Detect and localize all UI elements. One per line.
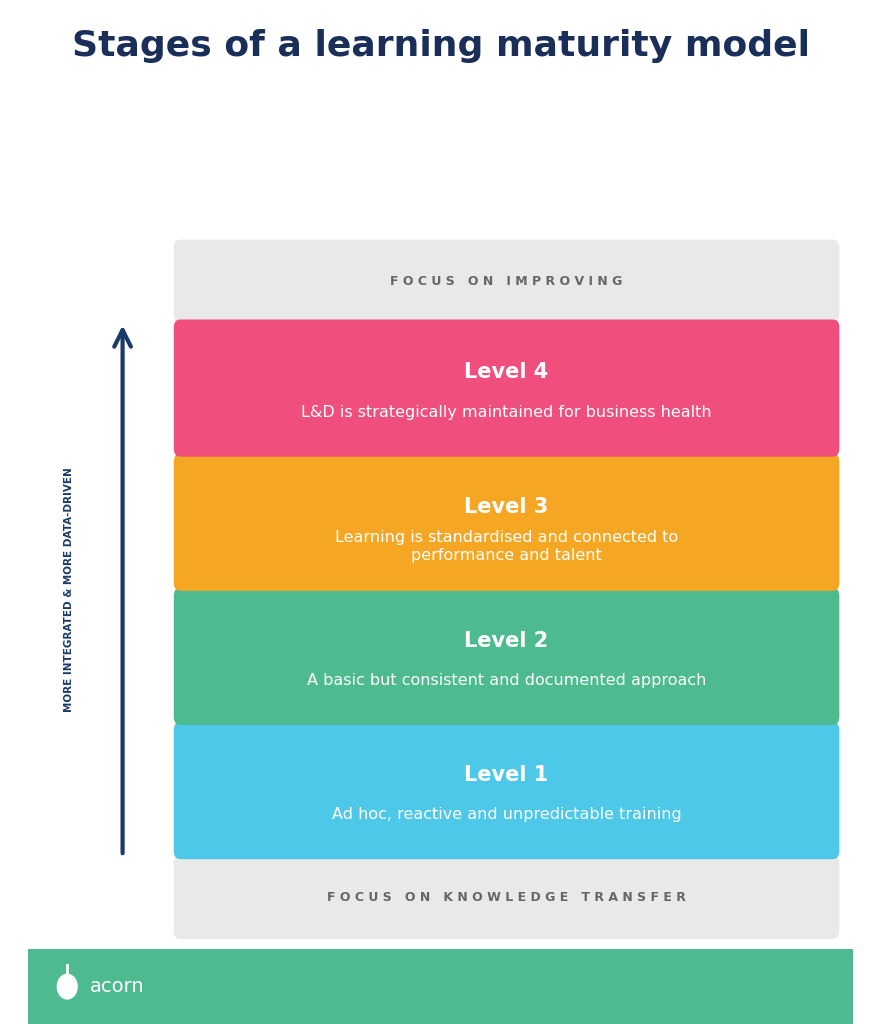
FancyBboxPatch shape [174, 856, 840, 939]
Text: MORE INTEGRATED & MORE DATA-DRIVEN: MORE INTEGRATED & MORE DATA-DRIVEN [64, 467, 74, 712]
Text: Level 4: Level 4 [464, 362, 549, 382]
Bar [27, 949, 854, 1024]
Text: Level 1: Level 1 [464, 765, 549, 784]
Text: A basic but consistent and documented approach: A basic but consistent and documented ap… [307, 673, 707, 688]
Text: Stages of a learning maturity model: Stages of a learning maturity model [71, 29, 810, 63]
Text: Ad hoc, reactive and unpredictable training: Ad hoc, reactive and unpredictable train… [331, 807, 681, 822]
Text: L&D is strategically maintained for business health: L&D is strategically maintained for busi… [301, 404, 712, 420]
FancyBboxPatch shape [174, 588, 840, 725]
Text: acorn: acorn [90, 977, 144, 996]
Text: F O C U S   O N   I M P R O V I N G: F O C U S O N I M P R O V I N G [390, 274, 623, 288]
Text: Level 3: Level 3 [464, 497, 549, 516]
Text: F O C U S   O N   K N O W L E D G E   T R A N S F E R: F O C U S O N K N O W L E D G E T R A N … [327, 891, 686, 904]
FancyBboxPatch shape [174, 319, 840, 457]
FancyBboxPatch shape [174, 240, 840, 323]
FancyBboxPatch shape [174, 454, 840, 591]
Text: Level 2: Level 2 [464, 631, 549, 650]
FancyBboxPatch shape [174, 722, 840, 859]
Circle shape [57, 975, 78, 999]
Text: Learning is standardised and connected to
performance and talent: Learning is standardised and connected t… [335, 530, 678, 562]
